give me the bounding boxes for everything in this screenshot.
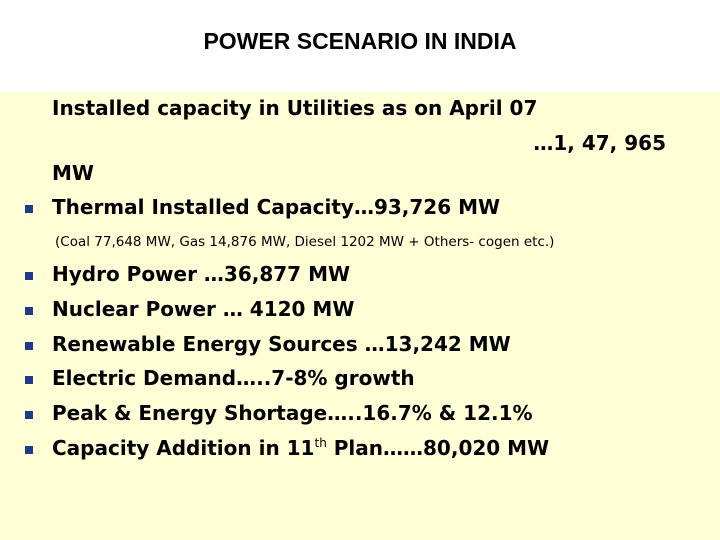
capacity-addition-suffix: Plan……80,020 MW <box>326 436 550 460</box>
square-bullet-icon <box>25 446 33 454</box>
installed-capacity-line2: …1, 47, 965 <box>533 131 666 155</box>
square-bullet-icon <box>25 272 33 280</box>
thermal-breakdown-note: (Coal 77,648 MW, Gas 14,876 MW, Diesel 1… <box>55 234 555 250</box>
installed-capacity-line1: Installed capacity in Utilities as on Ap… <box>52 96 538 120</box>
bullet-hydro: Hydro Power …36,877 MW <box>52 262 351 286</box>
square-bullet-icon <box>25 205 33 213</box>
square-bullet-icon <box>25 307 33 315</box>
title-bar <box>0 0 720 92</box>
square-bullet-icon <box>25 411 33 419</box>
square-bullet-icon <box>25 376 33 384</box>
bullet-renewable: Renewable Energy Sources …13,242 MW <box>52 332 511 356</box>
bullet-nuclear: Nuclear Power … 4120 MW <box>52 297 355 321</box>
capacity-addition-prefix: Capacity Addition in 11 <box>52 436 315 460</box>
bullet-demand: Electric Demand…..7-8% growth <box>52 366 415 390</box>
slide-title: POWER SCENARIO IN INDIA <box>203 28 517 54</box>
capacity-addition-superscript: th <box>314 436 327 450</box>
thermal-capacity: Thermal Installed Capacity…93,726 MW <box>52 195 501 219</box>
installed-capacity-line3: MW <box>52 161 94 185</box>
square-bullet-icon <box>25 342 33 350</box>
bullet-capacity-addition: Capacity Addition in 11th Plan……80,020 M… <box>52 436 549 460</box>
bullet-shortage: Peak & Energy Shortage…..16.7% & 12.1% <box>52 401 533 425</box>
